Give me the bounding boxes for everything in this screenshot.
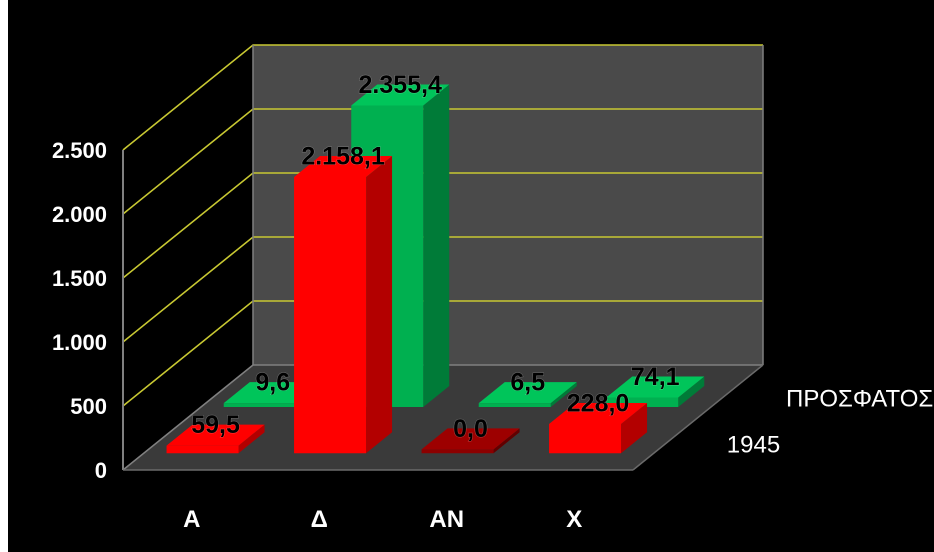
series-label-1945: 1945 (727, 432, 780, 459)
x-tick-label: Δ (311, 506, 328, 533)
data-label: 74,1 (631, 363, 680, 391)
x-tick-label: Α (183, 506, 200, 533)
data-label: 6,5 (510, 369, 545, 397)
y-tick-label: 2.000 (52, 202, 107, 227)
y-axis: 0 500 1.000 1.500 2.000 2.500 (52, 138, 107, 483)
data-label: 228,0 (567, 390, 630, 418)
series-front-bars (166, 155, 648, 454)
x-axis: Α Δ ΑΝ Χ (183, 506, 582, 533)
bar-front-3 (549, 403, 648, 454)
data-label: 2.355,4 (359, 71, 443, 99)
data-label: 0,0 (453, 415, 488, 443)
y-tick-label: 1.500 (52, 266, 107, 291)
floor-edge (632, 364, 764, 471)
data-label: 2.158,1 (301, 142, 385, 170)
y-tick-label: 0 (95, 458, 107, 483)
y-tick-label: 500 (70, 394, 107, 419)
data-label: 59,5 (191, 411, 240, 439)
bar-front-1 (294, 155, 393, 454)
x-tick-label: ΑΝ (429, 506, 464, 533)
side-wall (123, 45, 253, 470)
series-label-recent: ΠΡΟΣΦΑΤΟΣ (786, 386, 933, 413)
data-labels: 9,6 2.355,4 6,5 74,1 59,5 2.158,1 0,0 228,0 (191, 71, 680, 444)
y-tick-label: 2.500 (52, 138, 107, 163)
y-tick-label: 1.000 (52, 330, 107, 355)
bar-chart-3d: 9,6 2.355,4 6,5 74,1 59,5 2.158,1 0,0 228,0 0 50… (52, 44, 933, 533)
bar-front-2 (421, 428, 520, 454)
bar-back-2 (478, 382, 577, 407)
x-tick-label: Χ (566, 506, 582, 533)
gridlines (122, 44, 764, 471)
data-label: 9,6 (255, 369, 290, 397)
chart-frame: 9,6 2.355,4 6,5 74,1 59,5 2.158,1 0,0 228,0 0 50… (8, 0, 934, 552)
bar-front-0 (166, 424, 265, 454)
